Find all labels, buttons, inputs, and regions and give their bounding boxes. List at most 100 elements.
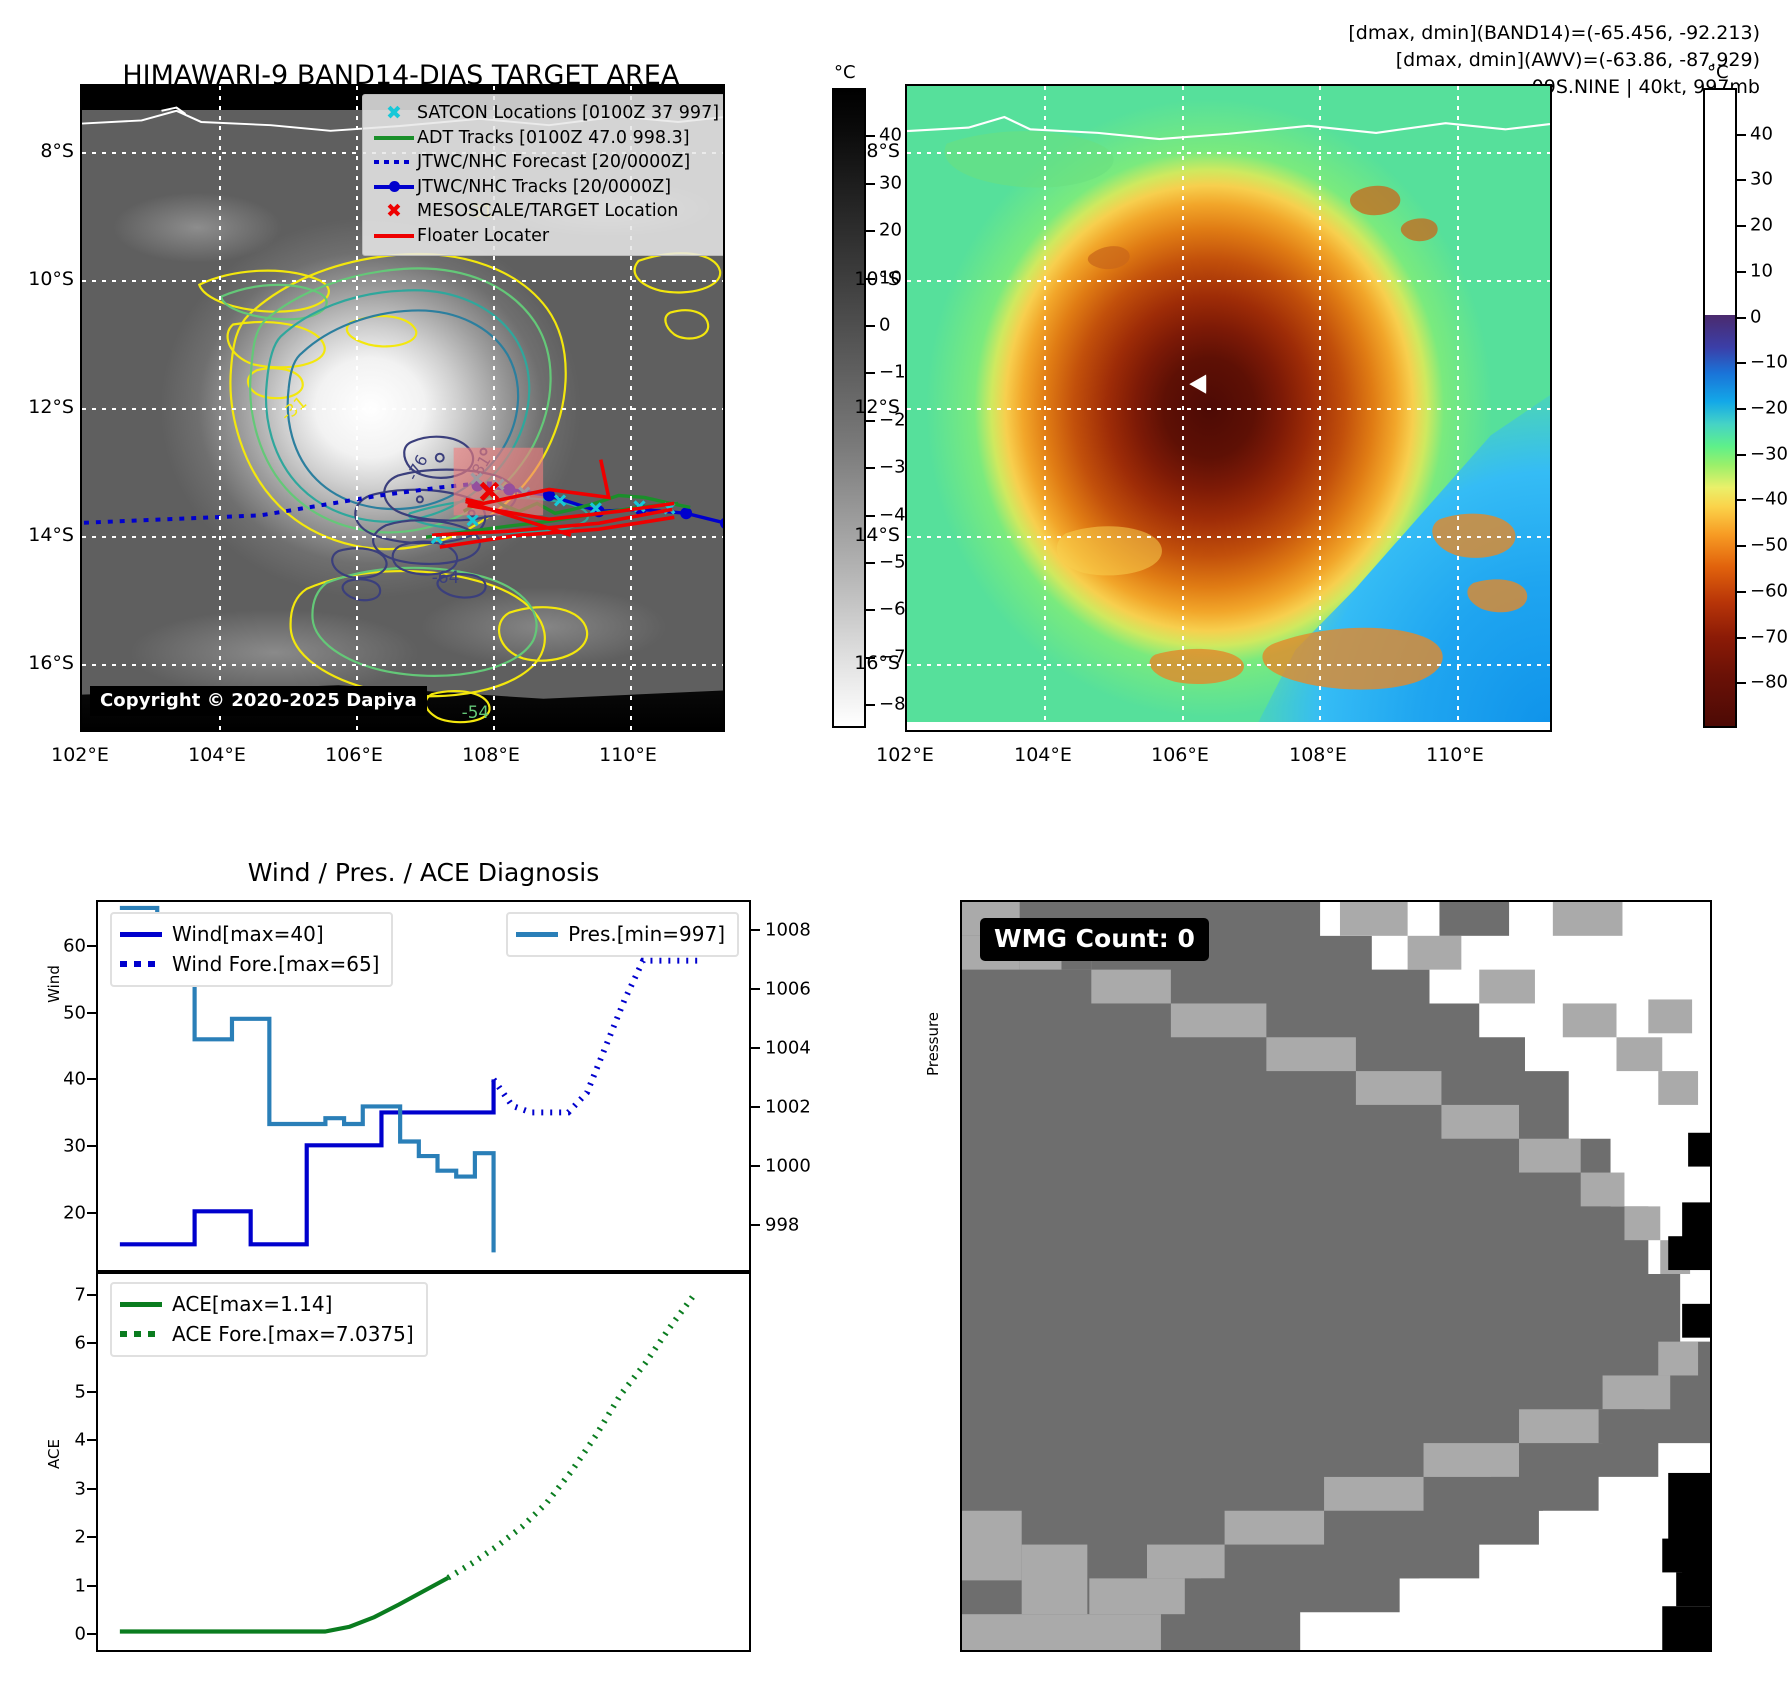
wmg-blocks bbox=[962, 902, 1710, 1650]
ace-tick bbox=[87, 1342, 96, 1345]
ace-tick bbox=[87, 1439, 96, 1442]
colorbar-tick-label: 40 bbox=[1750, 123, 1773, 145]
legend-item: ACE[max=1.14] bbox=[120, 1289, 414, 1319]
ace-tick bbox=[87, 1293, 96, 1296]
legend-item: ✖ SATCON Locations [0100Z 37 997] bbox=[371, 101, 719, 126]
dotted-line-icon bbox=[120, 1331, 172, 1337]
contour-label: -76 bbox=[403, 452, 432, 484]
awv-texture-overlay bbox=[944, 131, 1528, 690]
ace-plot bbox=[119, 1292, 697, 1634]
ir-lat-label: 16°S bbox=[28, 652, 74, 674]
wind-tick-label: 40 bbox=[63, 1068, 86, 1090]
wind-tick bbox=[87, 945, 96, 947]
pressure-tick-label: 1008 bbox=[765, 919, 811, 941]
ace-legend: ACE[max=1.14] ACE Fore.[max=7.0375] bbox=[110, 1282, 428, 1357]
colorbar-tick bbox=[866, 135, 875, 138]
colorbar-tick-label: 20 bbox=[879, 219, 902, 241]
pressure-axis-label: Pressure bbox=[924, 1011, 942, 1077]
awv-lon-label: 102°E bbox=[876, 744, 934, 766]
ir-lon-label: 108°E bbox=[462, 744, 520, 766]
legend-item: ACE Fore.[max=7.0375] bbox=[120, 1319, 414, 1349]
ace-tick-label: 3 bbox=[74, 1478, 86, 1500]
ace-tick bbox=[87, 1390, 96, 1393]
ir-lon-label: 110°E bbox=[599, 744, 657, 766]
wind-tick-label: 30 bbox=[63, 1135, 86, 1157]
colorbar-tick bbox=[1737, 225, 1746, 228]
ir-satellite-map[interactable]: -76 -81 -31 -31 -31 -54 -64 bbox=[80, 84, 725, 732]
colorbar-tick bbox=[1737, 682, 1746, 685]
pressure-tick-label: 1004 bbox=[765, 1037, 811, 1059]
ace-tick-label: 7 bbox=[74, 1284, 86, 1306]
dmax-dmin-band14: [dmax, dmin](BAND14)=(-65.456, -92.213) bbox=[1348, 22, 1760, 44]
page-title-line1: HIMAWARI-9 BAND14-DIAS TARGET AREA bbox=[122, 60, 680, 92]
ace-tick-label: 5 bbox=[74, 1381, 86, 1403]
wind-tick bbox=[87, 1078, 96, 1081]
awv-lat-label: 12°S bbox=[854, 396, 900, 418]
legend-item: ✖ MESOSCALE/TARGET Location bbox=[371, 199, 719, 224]
awv-lon-label: 108°E bbox=[1289, 744, 1347, 766]
colorbar-tick-label: 30 bbox=[1750, 168, 1773, 190]
colorbar-tick bbox=[1737, 408, 1746, 410]
awv-lat-label: 14°S bbox=[854, 524, 900, 546]
awv-lat-label: 16°S bbox=[854, 652, 900, 674]
contour-label: -31 bbox=[276, 392, 310, 425]
awv-coastline-overlay bbox=[907, 115, 1550, 141]
awv-satellite-map[interactable] bbox=[905, 84, 1552, 732]
colorbar-tick bbox=[1737, 453, 1746, 456]
wmg-count-badge: WMG Count: 0 bbox=[980, 918, 1209, 961]
ace-tick-label: 1 bbox=[74, 1575, 86, 1597]
colorbar-tick bbox=[866, 562, 875, 565]
ace-forecast-line bbox=[446, 1292, 697, 1581]
pressure-tick-label: 998 bbox=[765, 1214, 800, 1236]
colorbar-tick-label: 40 bbox=[879, 124, 902, 146]
ir-lon-label: 104°E bbox=[188, 744, 246, 766]
legend-item: Wind[max=40] bbox=[120, 919, 379, 949]
ace-chart[interactable]: ACE[max=1.14] ACE Fore.[max=7.0375] bbox=[96, 1272, 751, 1652]
ir-map-legend: ✖ SATCON Locations [0100Z 37 997] ADT Tr… bbox=[362, 94, 723, 256]
legend-item: Floater Locater bbox=[371, 224, 719, 249]
diagnosis-title: Wind / Pres. / ACE Diagnosis bbox=[247, 858, 600, 887]
pressure-tick-label: 1002 bbox=[765, 1096, 811, 1118]
ace-tick-label: 4 bbox=[74, 1429, 86, 1451]
legend-label: Pres.[min=997] bbox=[568, 922, 725, 946]
colorbar-tick-label: 0 bbox=[1750, 306, 1762, 328]
line-marker-icon bbox=[371, 180, 417, 192]
header-stats: [dmax, dmin](BAND14)=(-65.456, -92.213) … bbox=[1348, 20, 1760, 101]
awv-lon-label: 106°E bbox=[1151, 744, 1209, 766]
wind-pressure-plot bbox=[119, 905, 700, 1253]
colorbar-tick bbox=[1737, 545, 1746, 548]
colorbar-tick bbox=[1737, 590, 1746, 593]
colorbar-tick-label: 30 bbox=[879, 172, 902, 194]
dotted-line-icon bbox=[371, 160, 417, 165]
colorbar-tick bbox=[866, 419, 875, 422]
ace-tick-label: 0 bbox=[74, 1623, 86, 1645]
jtwc-forecast-track bbox=[82, 481, 500, 525]
awv-bottom-edge bbox=[907, 722, 1550, 730]
line-icon bbox=[120, 1301, 172, 1307]
pressure-tick-label: 1000 bbox=[765, 1155, 811, 1177]
legend-item: JTWC/NHC Tracks [20/0000Z] bbox=[371, 175, 719, 200]
wind-tick-label: 60 bbox=[63, 935, 86, 957]
pressure-tick bbox=[751, 1164, 760, 1167]
colorbar-tick bbox=[1737, 636, 1746, 639]
legend-label: JTWC/NHC Tracks [20/0000Z] bbox=[417, 176, 672, 197]
legend-label: ACE[max=1.14] bbox=[172, 1292, 333, 1316]
wind-pressure-chart[interactable]: Wind[max=40] Wind Fore.[max=65] Pres.[mi… bbox=[96, 900, 751, 1272]
colorbar-tick bbox=[866, 514, 875, 517]
wind-tick bbox=[87, 1211, 96, 1214]
line-icon bbox=[516, 931, 568, 937]
colorbar-tick-label: −60 bbox=[1750, 580, 1788, 602]
awv-lon-label: 104°E bbox=[1014, 744, 1072, 766]
pressure-tick bbox=[751, 1046, 760, 1049]
ace-tick-label: 2 bbox=[74, 1526, 86, 1548]
colorbar-tick-label: 0 bbox=[879, 314, 891, 336]
legend-item: JTWC/NHC Forecast [20/0000Z] bbox=[371, 150, 719, 175]
colorbar-tick bbox=[866, 609, 875, 612]
colorbar-tick-label: −30 bbox=[1750, 443, 1788, 465]
wind-tick bbox=[87, 1011, 96, 1014]
wind-tick-label: 20 bbox=[63, 1202, 86, 1224]
wmg-panel[interactable]: WMG Count: 0 bbox=[960, 900, 1712, 1652]
colorbar-tick bbox=[866, 704, 875, 707]
legend-label: ADT Tracks [0100Z 47.0 998.3] bbox=[417, 127, 690, 148]
dotted-line-icon bbox=[120, 961, 172, 967]
